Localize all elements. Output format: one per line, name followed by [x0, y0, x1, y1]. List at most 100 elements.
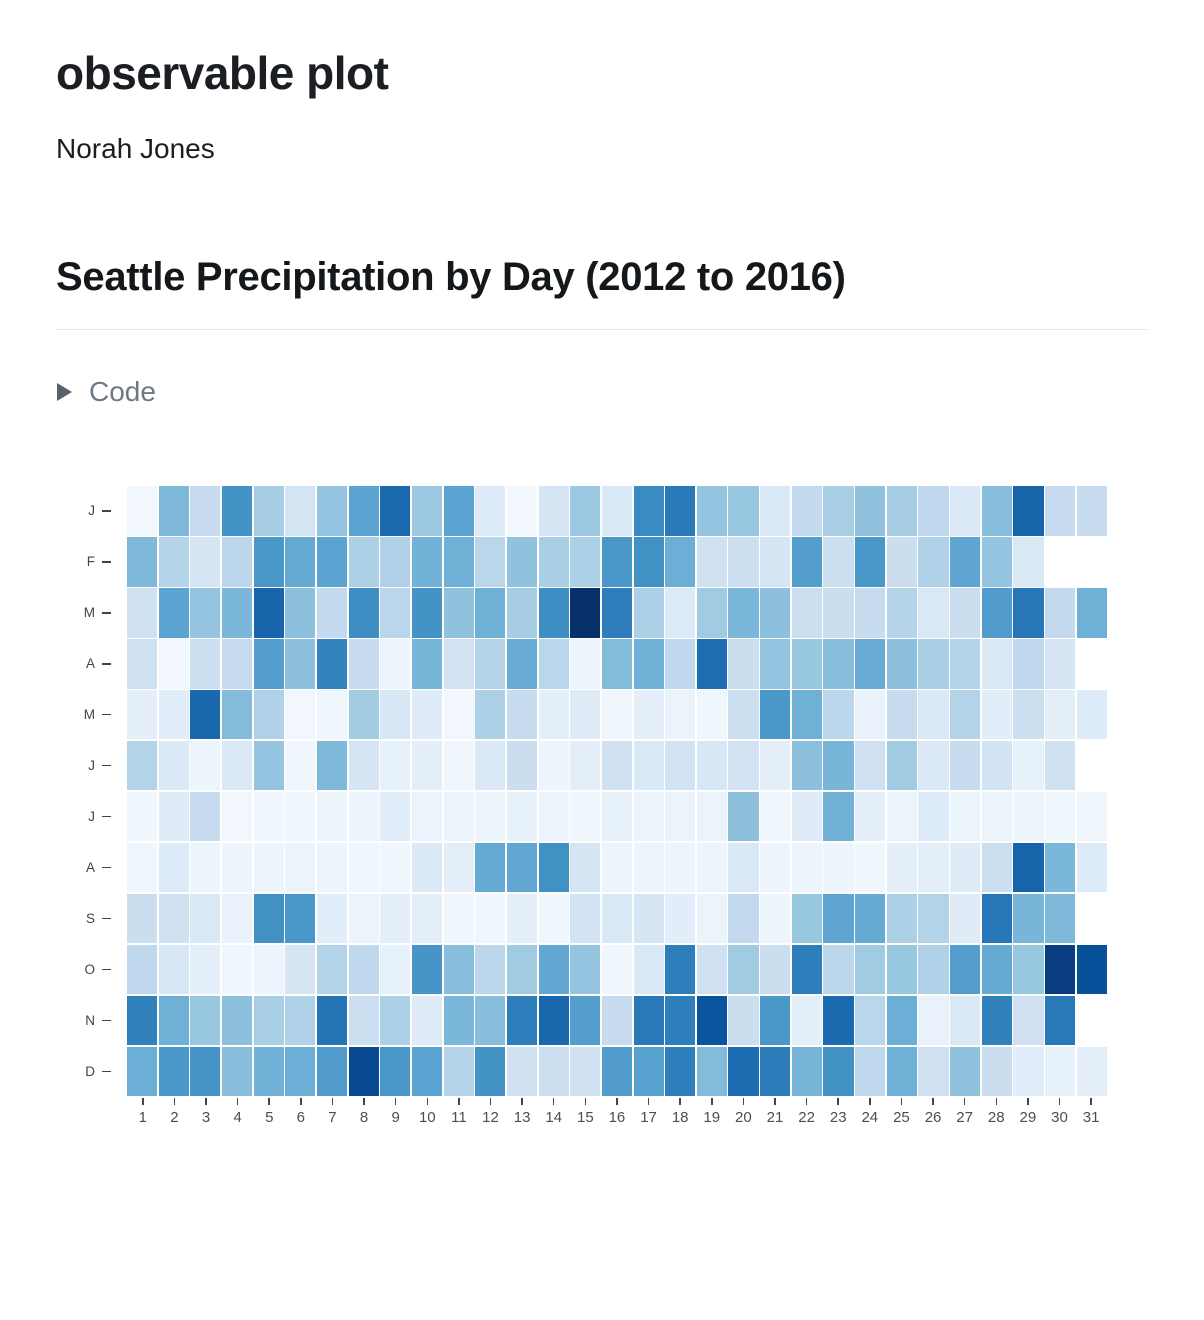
heatmap-cell: [570, 842, 601, 893]
x-tick-mark: [774, 1098, 776, 1105]
heatmap-cell: [127, 791, 158, 842]
heatmap-cell: [665, 791, 696, 842]
heatmap-cell: [855, 639, 886, 689]
heatmap-cell: [127, 588, 158, 638]
heatmap-cell: [570, 740, 601, 791]
heatmap-cell: [791, 486, 822, 536]
heatmap-cell: [221, 537, 253, 587]
heatmap-cell: [127, 537, 158, 587]
heatmap-cell: [253, 537, 284, 587]
heatmap-cell: [316, 639, 348, 689]
heatmap-cell: [791, 893, 822, 944]
x-tick: 4: [222, 1098, 254, 1126]
code-toggle[interactable]: Code: [56, 376, 156, 408]
heatmap-cell: [475, 893, 506, 944]
heatmap-cell: [475, 995, 506, 1046]
heatmap-cell: [760, 1046, 791, 1097]
heatmap-cell: [760, 537, 791, 587]
heatmap-cell: [285, 588, 316, 638]
heatmap-cell: [728, 995, 759, 1046]
heatmap-cell: [475, 842, 506, 893]
x-tick: 14: [538, 1098, 570, 1126]
heatmap-cell: [601, 486, 632, 536]
heatmap-cell: [285, 944, 316, 995]
heatmap-cell: [506, 537, 538, 587]
heatmap-cell: [791, 791, 822, 842]
y-tick: J: [56, 486, 127, 535]
heatmap-cell: [570, 1046, 601, 1097]
heatmap-cell: [190, 486, 221, 536]
heatmap-cell: [443, 944, 474, 995]
heatmap-cell: [411, 842, 443, 893]
heatmap-cell: [855, 995, 886, 1046]
heatmap-cell: [190, 639, 221, 689]
heatmap-cell: [253, 995, 284, 1046]
heatmap-cell: [411, 486, 443, 536]
heatmap-row: [127, 944, 1107, 995]
heatmap-cell: [1045, 740, 1076, 791]
heatmap-cell: [253, 893, 284, 944]
heatmap-cell: [538, 944, 569, 995]
heatmap-row: [127, 893, 1107, 944]
heatmap-cell: [443, 842, 474, 893]
heatmap-cell: [348, 486, 379, 536]
x-tick-label: 9: [391, 1108, 400, 1126]
x-tick-label: 14: [545, 1108, 563, 1126]
heatmap-row: [127, 588, 1107, 638]
heatmap-cell: [950, 690, 981, 740]
x-axis: 1 2 3 4 5 6 7 8 9 10 11 12 13 14 15 16 17 18 19 20 21 22 23 24 2…: [127, 1098, 1107, 1126]
heatmap-cell: [316, 893, 348, 944]
x-tick-mark: [521, 1098, 523, 1105]
heatmap-cell: [221, 944, 253, 995]
heatmap-cell: [696, 740, 727, 791]
heatmap-cell: [1045, 893, 1076, 944]
heatmap-cell: [253, 842, 284, 893]
heatmap-cell: [1013, 537, 1044, 587]
x-tick-mark: [331, 1098, 334, 1105]
heatmap-cell: [1045, 1046, 1076, 1097]
heatmap-cell: [348, 639, 379, 689]
heatmap-cell: [918, 537, 949, 587]
heatmap-cell: [190, 995, 221, 1046]
x-tick: 13: [506, 1098, 538, 1126]
heatmap-cell: [253, 639, 284, 689]
x-tick-mark: [742, 1098, 745, 1105]
heatmap-cell: [918, 486, 949, 536]
y-tick-mark: [102, 764, 111, 767]
heatmap-cell: [127, 1046, 158, 1097]
heatmap-cell: [348, 893, 379, 944]
y-tick-label: N: [85, 1012, 95, 1028]
heatmap-cell: [411, 537, 443, 587]
heatmap-cell: [696, 842, 727, 893]
x-tick: 9: [380, 1098, 412, 1126]
heatmap-cell: [127, 690, 158, 740]
x-tick: 16: [601, 1098, 633, 1126]
x-tick: 26: [917, 1098, 949, 1126]
y-tick: M: [56, 690, 127, 739]
heatmap-cell: [285, 639, 316, 689]
heatmap-cell: [411, 1046, 443, 1097]
heatmap-cell: [348, 791, 379, 842]
heatmap-cell: [158, 893, 189, 944]
x-tick: 20: [728, 1098, 760, 1126]
heatmap-cell: [475, 639, 506, 689]
heatmap-cell: [475, 690, 506, 740]
heatmap-cell: [570, 690, 601, 740]
heatmap-cell: [665, 537, 696, 587]
heatmap-cell: [1045, 791, 1076, 842]
x-tick-mark: [679, 1098, 681, 1105]
heatmap-cell: [285, 995, 316, 1046]
heatmap-cell: [728, 537, 759, 587]
heatmap-cell: [348, 1046, 379, 1097]
y-tick: A: [56, 639, 127, 688]
heatmap-cell: [538, 893, 569, 944]
heatmap-cell: [1077, 639, 1107, 688]
heatmap-cell: [918, 791, 949, 842]
heatmap-cell: [1013, 588, 1044, 638]
heatmap-cell: [1045, 537, 1075, 586]
heatmap-cell: [411, 791, 443, 842]
heatmap-cell: [380, 893, 411, 944]
x-tick-mark: [837, 1098, 839, 1105]
heatmap-cell: [696, 690, 727, 740]
x-tick-mark: [236, 1098, 239, 1105]
